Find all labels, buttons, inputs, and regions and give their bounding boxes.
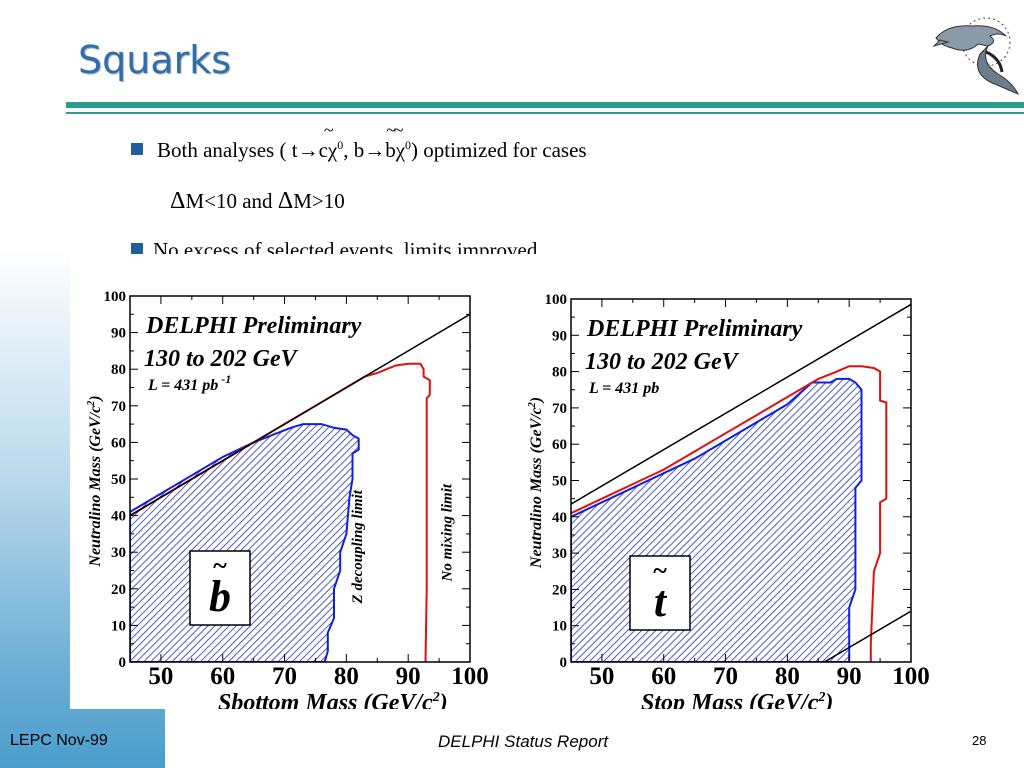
y-tick-label: 100 bbox=[104, 289, 127, 305]
x-tick-label: 60 bbox=[651, 663, 676, 690]
particle-box bbox=[629, 555, 691, 631]
y-tick-label: 10 bbox=[552, 619, 567, 635]
excluded-region-blue bbox=[130, 423, 360, 662]
y-axis-label: Neutralino Mass (GeV/c2) bbox=[527, 397, 545, 569]
chart-subtitle: 130 to 202 GeV bbox=[144, 346, 299, 372]
x-tick-label: 60 bbox=[210, 663, 235, 690]
plot-panel: 0 10 20 30 40 50 60 70 80 90 100 50 60 70 80 90 100 Sbott… bbox=[70, 254, 960, 716]
bullet-1-text: Both analyses ( t→cχ0 ~, b→b ~ χ0 ~) optimiz… bbox=[157, 120, 587, 162]
x-axis-label-close: ) bbox=[823, 690, 833, 709]
delphi-dolphin-logo bbox=[928, 2, 1024, 102]
annotation-z-decoupling: Z decoupling limit bbox=[350, 489, 366, 604]
x-axis-label-close: ) bbox=[438, 690, 448, 709]
footer-title: DELPHI Status Report bbox=[438, 732, 609, 751]
y-tick-label: 50 bbox=[111, 472, 126, 488]
kinematic-line bbox=[824, 610, 911, 662]
x-tick-label: 100 bbox=[892, 663, 930, 690]
luminosity-label: L = 431 pb -1 bbox=[147, 372, 231, 394]
y-tick-label: 10 bbox=[111, 618, 126, 634]
y-tick-label: 50 bbox=[552, 474, 567, 490]
y-tick-label: 20 bbox=[111, 582, 126, 598]
delta-m-line: ΔM<10 and ΔM>10 bbox=[170, 188, 345, 214]
y-tick-label: 70 bbox=[552, 401, 567, 417]
y-axis-label-exp: 2 bbox=[527, 402, 538, 408]
y-axis-label: Neutralino Mass (GeV/c2) bbox=[86, 395, 104, 567]
particle-symbol: b bbox=[209, 572, 231, 621]
bullet-marker bbox=[131, 243, 143, 255]
particle-symbol: t bbox=[654, 577, 668, 626]
x-axis-label: Sbottom Mass (GeV/c2) bbox=[218, 690, 448, 709]
kinematic-line bbox=[130, 313, 470, 517]
x-tick-label: 70 bbox=[272, 663, 297, 690]
title-rule-thin bbox=[66, 112, 1024, 114]
x-axis-label-exp: 2 bbox=[817, 690, 825, 705]
x-tick-label: 90 bbox=[837, 663, 862, 690]
particle-tilde: ~ bbox=[653, 556, 667, 585]
luminosity-exp: -1 bbox=[218, 372, 231, 386]
plot-area bbox=[130, 313, 470, 662]
y-tick-label: 0 bbox=[119, 655, 127, 671]
y-tick-label: 40 bbox=[552, 510, 567, 526]
particle-box bbox=[189, 550, 251, 626]
excluded-region-blue bbox=[571, 377, 863, 662]
x-tick-label: 50 bbox=[589, 663, 614, 690]
x-tick-label: 90 bbox=[396, 663, 421, 690]
kinematic-line bbox=[571, 303, 911, 505]
y-tick-label: 100 bbox=[545, 292, 568, 308]
footer-event: LEPC Nov-99 bbox=[10, 732, 108, 749]
y-tick-label: 0 bbox=[560, 655, 568, 671]
y-tick-label: 90 bbox=[111, 326, 126, 342]
y-tick-label: 40 bbox=[111, 509, 126, 525]
x-tick-label: 70 bbox=[713, 663, 738, 690]
title-rule bbox=[66, 102, 1024, 108]
x-tick-label: 50 bbox=[148, 663, 173, 690]
x-tick-label: 80 bbox=[775, 663, 800, 690]
x-axis-label-exp: 2 bbox=[432, 690, 440, 705]
y-tick-label: 30 bbox=[552, 546, 567, 562]
page-number: 28 bbox=[972, 733, 987, 748]
y-tick-label: 80 bbox=[552, 365, 567, 381]
y-axis-label-close: ) bbox=[528, 397, 545, 404]
bullet-marker bbox=[131, 143, 143, 155]
y-tick-label: 80 bbox=[111, 362, 126, 378]
chart-title: DELPHI Preliminary bbox=[145, 313, 362, 339]
x-axis-label: Stop Mass (GeV/c2) bbox=[641, 690, 833, 709]
y-axis-label-close: ) bbox=[87, 395, 104, 402]
y-tick-label: 60 bbox=[552, 437, 567, 453]
y-tick-label: 90 bbox=[552, 328, 567, 344]
limit-curve-red bbox=[571, 365, 888, 662]
y-axis-label-exp: 2 bbox=[86, 401, 97, 407]
y-tick-label: 70 bbox=[111, 399, 126, 415]
slide-title: Squarks bbox=[78, 38, 232, 82]
annotation-no-mixing: No mixing limit bbox=[439, 483, 455, 582]
y-tick-label: 20 bbox=[552, 582, 567, 598]
particle-tilde: ~ bbox=[213, 551, 227, 580]
x-tick-label: 80 bbox=[334, 663, 359, 690]
chart-subtitle: 130 to 202 GeV bbox=[585, 349, 740, 375]
y-tick-label: 60 bbox=[111, 435, 126, 451]
luminosity-label: L = 431 pb bbox=[588, 380, 659, 397]
stop-chart: 0 10 20 30 40 50 60 70 80 90 100 50 60 70 80 90 100 Stop … bbox=[527, 292, 930, 716]
y-tick-label: 30 bbox=[111, 545, 126, 561]
chart-title: DELPHI Preliminary bbox=[586, 316, 803, 342]
x-tick-label: 100 bbox=[451, 663, 489, 690]
